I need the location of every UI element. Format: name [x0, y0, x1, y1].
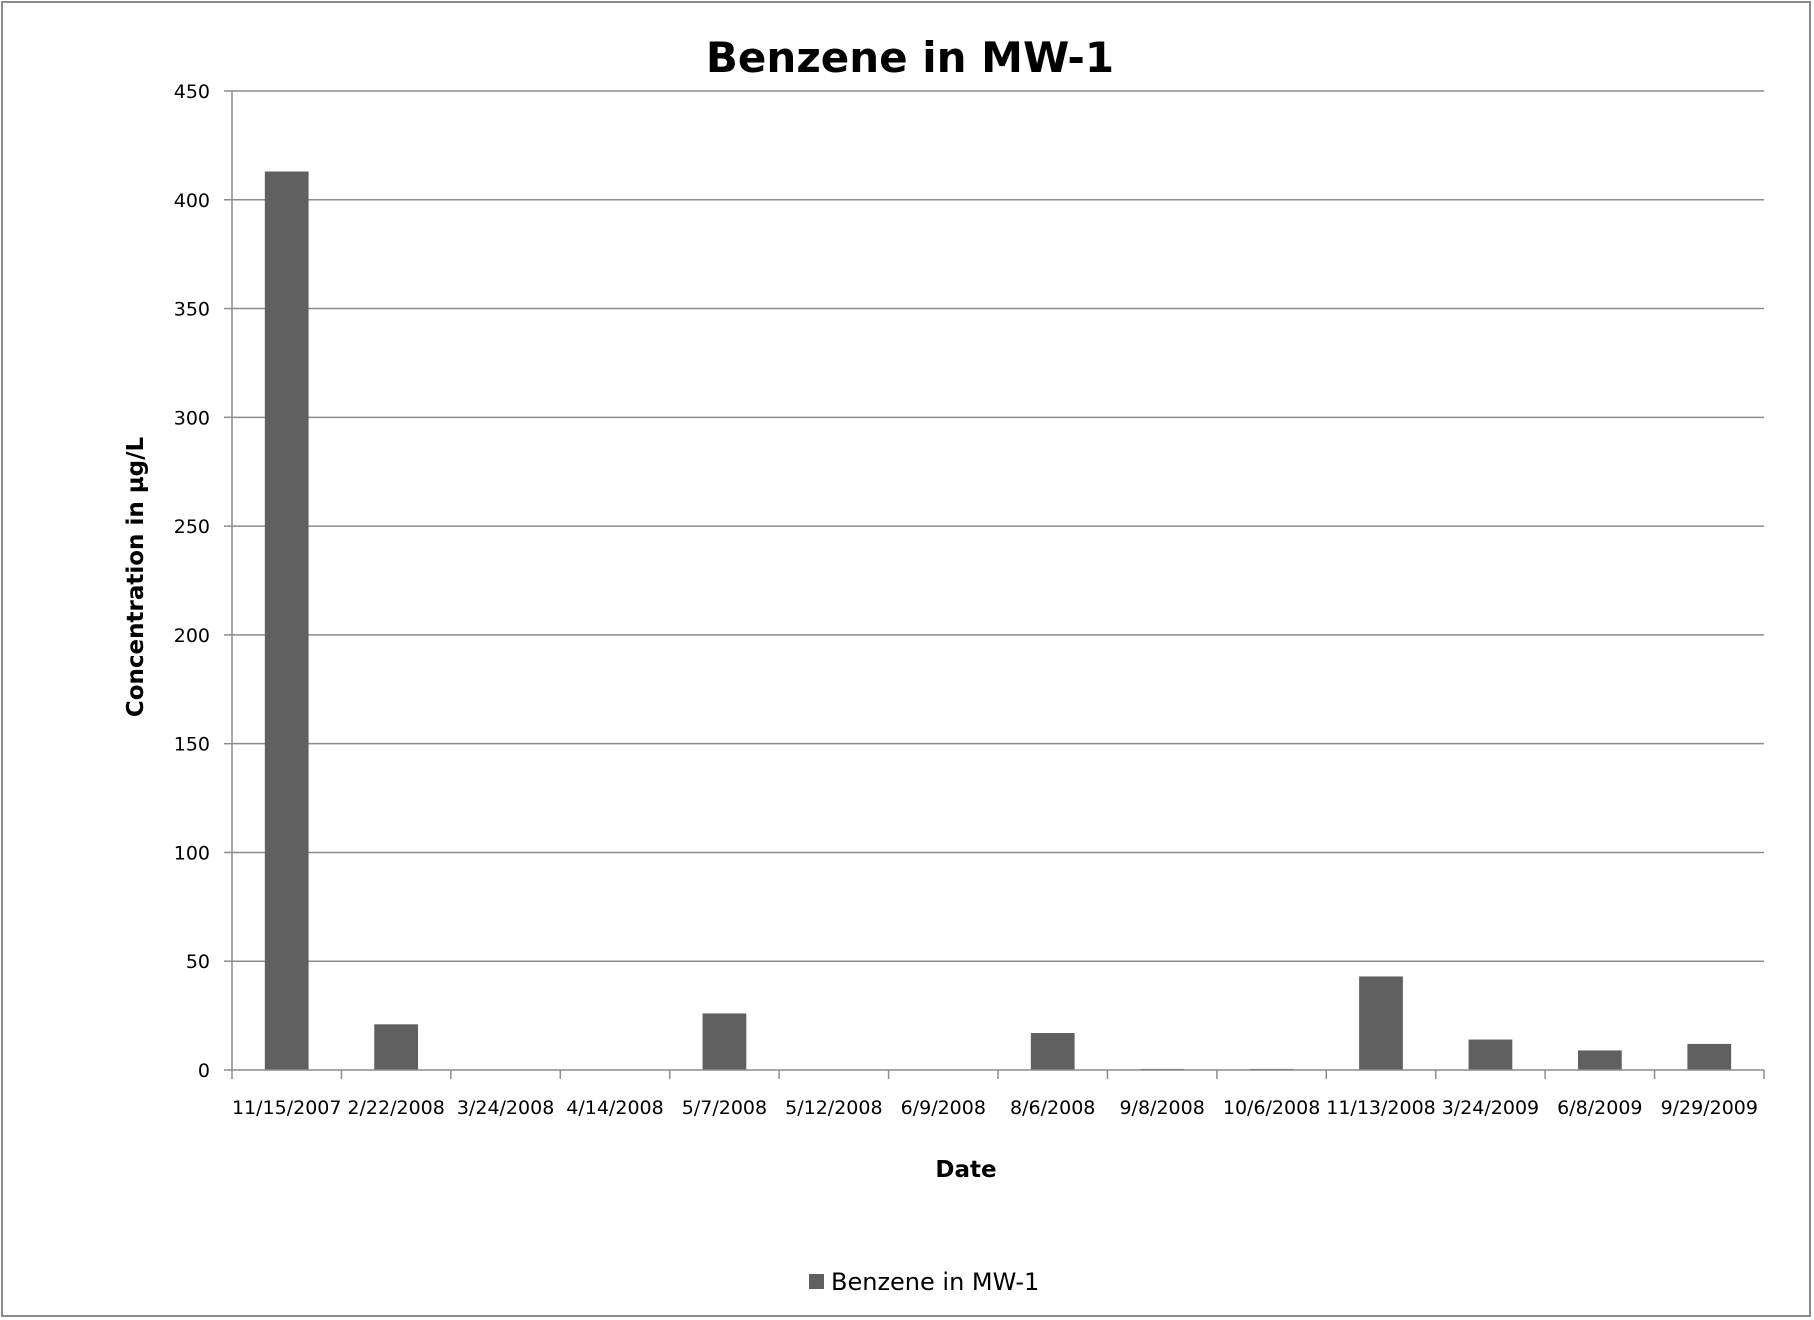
x-tick-label: 9/29/2009 — [1661, 1097, 1758, 1119]
x-tick-label: 5/7/2008 — [682, 1097, 767, 1119]
y-tick-label: 100 — [174, 842, 210, 864]
y-tick-label: 150 — [174, 734, 210, 756]
x-axis-ticks: 11/15/2007 2/22/2008 3/24/2008 4/14/2008 5/7… — [231, 1070, 1765, 1119]
x-tick-label: 6/8/2009 — [1557, 1097, 1642, 1119]
x-axis-title: Date — [935, 1157, 996, 1183]
x-tick-label: 4/14/2008 — [566, 1097, 663, 1119]
x-tick-label: 9/8/2008 — [1119, 1097, 1204, 1119]
bar — [374, 1024, 419, 1070]
x-tick-label: 11/13/2008 — [1326, 1097, 1436, 1119]
x-tick-label: 8/6/2008 — [1010, 1097, 1095, 1119]
bar — [1359, 976, 1403, 1070]
x-tick-label: 11/15/2007 — [232, 1097, 342, 1119]
y-tick-label: 400 — [174, 190, 210, 212]
bar-chart: Benzene in MW-1 0 50 100 150 200 250 300 350 400… — [123, 33, 1765, 1296]
bars — [264, 171, 1732, 1071]
legend-label: Benzene in MW-1 — [831, 1268, 1039, 1296]
y-tick-label: 250 — [174, 516, 210, 538]
y-tick-label: 200 — [174, 625, 210, 647]
x-tick-label: 5/12/2008 — [785, 1097, 882, 1119]
legend-swatch — [809, 1274, 824, 1289]
chart-title: Benzene in MW-1 — [706, 33, 1114, 82]
x-tick-label: 3/24/2009 — [1442, 1097, 1539, 1119]
bar — [1468, 1039, 1513, 1070]
x-tick-label: 10/6/2008 — [1223, 1097, 1320, 1119]
y-tick-label: 450 — [174, 81, 210, 103]
y-axis-ticks: 0 50 100 150 200 250 300 350 400 450 — [174, 81, 232, 1082]
x-tick-label: 6/9/2008 — [901, 1097, 986, 1119]
y-tick-label: 50 — [186, 951, 210, 973]
bar — [264, 171, 309, 1071]
x-tick-label: 2/22/2008 — [347, 1097, 444, 1119]
legend: Benzene in MW-1 — [809, 1268, 1039, 1296]
bar — [702, 1013, 747, 1070]
y-tick-label: 0 — [198, 1060, 210, 1082]
y-axis-title: Concentration in µg/L — [123, 437, 149, 718]
bar — [1577, 1050, 1622, 1070]
x-tick-label: 3/24/2008 — [457, 1097, 554, 1119]
y-tick-label: 300 — [174, 407, 210, 429]
y-tick-label: 350 — [174, 299, 210, 321]
axes — [231, 91, 1764, 1071]
bar — [1687, 1043, 1732, 1070]
bar — [1030, 1033, 1075, 1070]
gridlines — [232, 90, 1764, 962]
